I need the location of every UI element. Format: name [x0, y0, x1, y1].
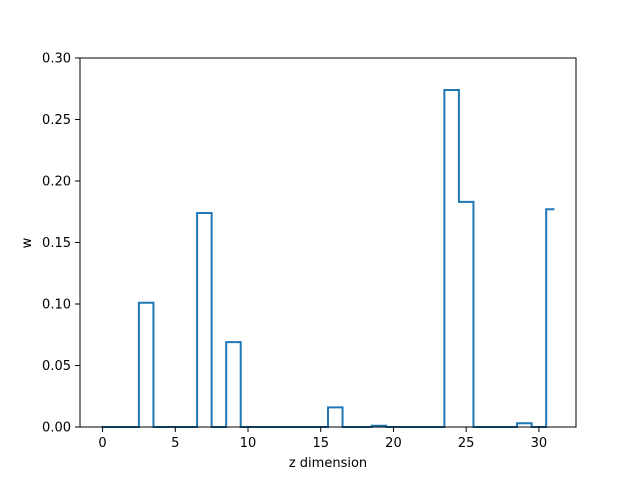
x-tick-label: 30	[531, 436, 548, 451]
x-tick-label: 5	[171, 436, 179, 451]
x-axis-ticks: 0 5 10 15 20 25 30	[98, 427, 547, 451]
y-tick-label: 0.15	[42, 236, 71, 251]
y-axis-label: w	[20, 237, 35, 248]
x-axis-label: z dimension	[289, 456, 367, 471]
x-tick-label: 15	[312, 436, 329, 451]
x-tick-label: 10	[240, 436, 257, 451]
y-tick-label: 0.05	[42, 359, 71, 374]
y-tick-label: 0.25	[42, 113, 71, 128]
x-tick-label: 0	[98, 436, 106, 451]
y-tick-label: 0.30	[42, 52, 71, 67]
y-axis-ticks: 0.00 0.05 0.10 0.15 0.20 0.25 0.30	[42, 52, 80, 436]
x-tick-label: 25	[458, 436, 475, 451]
y-tick-label: 0.20	[42, 175, 71, 190]
y-tick-label: 0.00	[42, 421, 71, 436]
y-tick-label: 0.10	[42, 298, 71, 313]
x-tick-label: 20	[385, 436, 402, 451]
